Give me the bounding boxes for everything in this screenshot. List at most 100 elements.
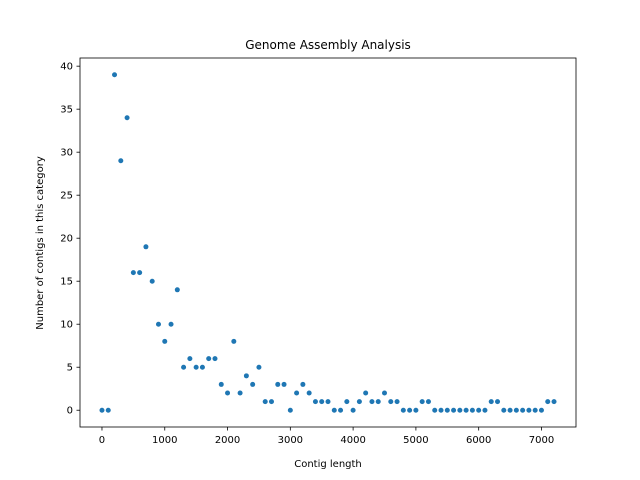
data-point	[438, 407, 444, 413]
data-point	[143, 244, 149, 250]
x-tick-label: 2000	[215, 435, 240, 446]
data-point	[551, 399, 557, 405]
data-point	[237, 390, 243, 396]
data-point	[112, 72, 118, 78]
data-point	[419, 399, 425, 405]
data-point	[193, 364, 199, 370]
data-point	[256, 364, 262, 370]
data-point	[130, 270, 136, 276]
data-point	[118, 158, 124, 164]
data-point	[174, 287, 180, 293]
x-tick-label: 1000	[152, 435, 177, 446]
data-point	[162, 338, 168, 344]
y-axis-label: Number of contigs in this category	[35, 156, 46, 330]
data-point	[495, 399, 501, 405]
data-point	[532, 407, 538, 413]
data-point	[325, 399, 331, 405]
data-point	[413, 407, 419, 413]
data-point	[225, 390, 231, 396]
data-point	[206, 356, 212, 362]
x-tick-label: 7000	[529, 435, 554, 446]
data-point	[356, 399, 362, 405]
data-point	[338, 407, 344, 413]
plot-area	[79, 57, 577, 428]
data-point	[526, 407, 532, 413]
data-point	[545, 399, 551, 405]
y-tick-label: 25	[60, 191, 73, 202]
data-point	[294, 390, 300, 396]
data-point	[350, 407, 356, 413]
data-point	[287, 407, 293, 413]
y-tick-label: 10	[60, 320, 73, 331]
x-tick-label: 3000	[278, 435, 303, 446]
y-tick-label: 30	[60, 148, 73, 159]
data-point	[99, 407, 105, 413]
data-point	[105, 407, 111, 413]
data-point	[476, 407, 482, 413]
x-tick-label: 4000	[340, 435, 365, 446]
y-tick-label: 0	[67, 406, 73, 417]
data-point	[457, 407, 463, 413]
data-points	[99, 72, 557, 413]
data-point	[181, 364, 187, 370]
data-point	[369, 399, 375, 405]
data-point	[187, 356, 193, 362]
plot-frame	[79, 57, 577, 428]
x-tick-label: 5000	[403, 435, 428, 446]
x-axis-ticks: 0 1000 2000 3000 4000 5000 6000 7000	[99, 427, 554, 446]
data-point	[400, 407, 406, 413]
data-point	[520, 407, 526, 413]
data-point	[344, 399, 350, 405]
data-point	[451, 407, 457, 413]
data-point	[407, 407, 413, 413]
data-point	[382, 390, 388, 396]
data-point	[482, 407, 488, 413]
data-point	[137, 270, 143, 276]
data-point	[425, 399, 431, 405]
data-point	[262, 399, 268, 405]
data-point	[149, 278, 155, 284]
x-tick-label: 0	[99, 435, 105, 446]
data-point	[231, 338, 237, 344]
data-point	[501, 407, 507, 413]
data-point	[444, 407, 450, 413]
data-point	[388, 399, 394, 405]
y-tick-label: 20	[60, 234, 73, 245]
data-point	[394, 399, 400, 405]
y-tick-label: 40	[60, 62, 73, 73]
x-tick-label: 6000	[466, 435, 491, 446]
data-point	[507, 407, 513, 413]
data-point	[250, 381, 256, 387]
data-point	[281, 381, 287, 387]
data-point	[168, 321, 174, 327]
data-point	[275, 381, 281, 387]
y-tick-label: 15	[60, 277, 73, 288]
y-tick-label: 5	[67, 363, 73, 374]
data-point	[306, 390, 312, 396]
data-point	[155, 321, 161, 327]
data-point	[300, 381, 306, 387]
data-point	[363, 390, 369, 396]
data-point	[268, 399, 274, 405]
data-point	[331, 407, 337, 413]
data-point	[319, 399, 325, 405]
data-point	[218, 381, 224, 387]
data-point	[538, 407, 544, 413]
data-point	[124, 115, 130, 121]
data-point	[199, 364, 205, 370]
data-point	[432, 407, 438, 413]
x-axis-label: Contig length	[294, 459, 362, 470]
data-point	[463, 407, 469, 413]
chart-title: Genome Assembly Analysis	[245, 38, 411, 52]
data-point	[488, 399, 494, 405]
data-point	[212, 356, 218, 362]
y-axis-ticks: 0 5 10 15 20 25 30 35 40	[60, 62, 80, 417]
data-point	[312, 399, 318, 405]
data-point	[513, 407, 519, 413]
data-point	[469, 407, 475, 413]
data-point	[375, 399, 381, 405]
y-tick-label: 35	[60, 105, 73, 116]
data-point	[243, 373, 249, 379]
